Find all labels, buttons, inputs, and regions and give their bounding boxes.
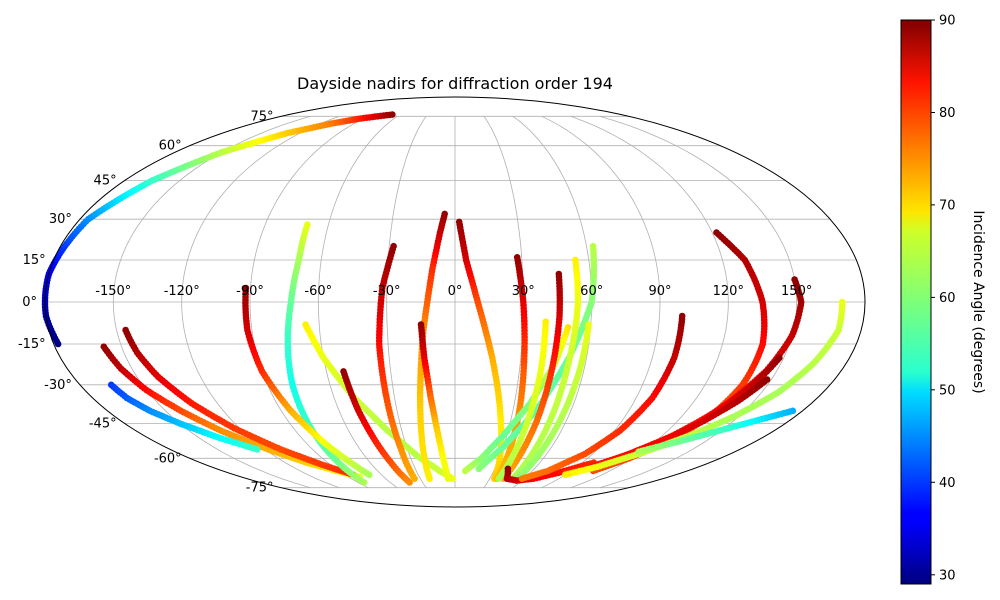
latitude-tick-label: -45°: [89, 416, 117, 431]
latitude-tick-label: 45°: [94, 174, 117, 189]
latitude-tick-label: -30°: [44, 378, 72, 393]
map-boundary: [44, 96, 866, 508]
latitude-tick-label: 0°: [22, 295, 37, 310]
colorbar-tick-label: 50: [939, 383, 956, 398]
longitude-tick-label: -150°: [95, 284, 131, 299]
colorbar-gradient: [900, 19, 932, 585]
data-point: [426, 475, 433, 483]
latitude-tick-labels: -75° -60° -45° -30° -15° 0° 15° 30° 45° 60° 75°: [18, 109, 274, 495]
data-point: [462, 467, 469, 475]
data-point: [449, 475, 457, 483]
longitude-tick-label: 90°: [648, 284, 671, 299]
latitude-tick-label: 15°: [23, 253, 46, 268]
longitude-tick-label: 60°: [580, 284, 603, 299]
data-point: [444, 475, 452, 483]
longitude-tick-label: 0°: [448, 284, 463, 299]
longitude-tick-label: -30°: [373, 284, 401, 299]
latitude-tick-label: 75°: [250, 109, 273, 124]
colorbar-tick-label: 90: [939, 14, 956, 29]
data-point: [406, 479, 413, 486]
data-point: [561, 471, 569, 479]
colorbar-tick-label: 60: [939, 291, 956, 306]
data-point: [518, 475, 526, 483]
colorbar-ticks: 30 40 50 60 70 80 90: [931, 14, 956, 583]
data-point: [366, 471, 373, 479]
latitude-tick-label: -15°: [18, 337, 46, 352]
latitude-tick-label: -60°: [154, 451, 182, 466]
data-points: [41, 111, 846, 486]
latitude-tick-label: 30°: [49, 212, 72, 227]
longitude-tick-label: -120°: [164, 284, 200, 299]
colorbar: 30 40 50 60 70 80 90 Incidence Angle (degrees): [900, 14, 986, 585]
longitude-tick-label: 30°: [512, 284, 535, 299]
data-point: [495, 475, 503, 483]
latitude-tick-label: 60°: [159, 139, 182, 154]
data-point: [389, 111, 396, 118]
colorbar-tick-label: 40: [939, 476, 956, 491]
data-point: [475, 465, 483, 473]
data-point: [253, 446, 261, 453]
chart-title: Dayside nadirs for diffraction order 194: [297, 74, 613, 93]
longitude-tick-labels: -150° -120° -90° -60° -30° 0° 30° 60° 90° 120° 150…: [95, 284, 812, 299]
colorbar-tick-label: 30: [939, 568, 956, 583]
longitude-tick-label: 150°: [781, 284, 812, 299]
colorbar-label: Incidence Angle (degrees): [970, 210, 986, 393]
colorbar-tick-label: 80: [939, 106, 956, 121]
longitude-tick-label: -60°: [304, 284, 332, 299]
data-point: [360, 479, 368, 486]
map-grid: [45, 115, 865, 489]
latitude-tick-label: -75°: [246, 481, 274, 496]
longitude-tick-label: 120°: [713, 284, 744, 299]
colorbar-tick-label: 70: [939, 198, 956, 213]
longitude-tick-label: -90°: [236, 284, 264, 299]
data-point: [411, 475, 418, 483]
data-point: [635, 448, 642, 456]
